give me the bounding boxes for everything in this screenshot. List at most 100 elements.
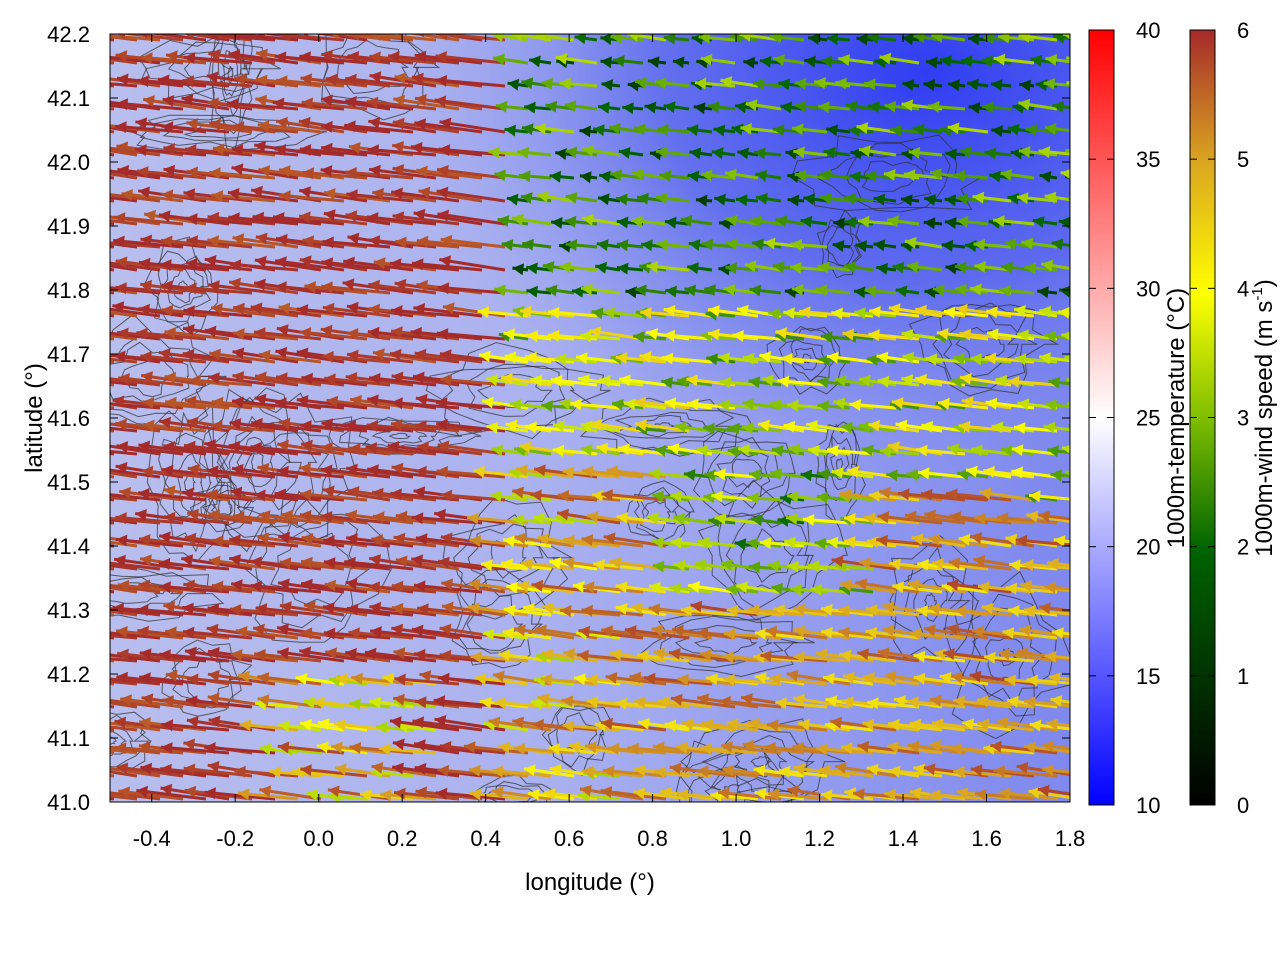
wind-vector-head bbox=[369, 372, 381, 385]
wind-vector-shaft bbox=[162, 97, 230, 111]
wind-vector-head bbox=[535, 624, 547, 637]
wind-vector-head bbox=[347, 232, 360, 245]
wind-vector-head bbox=[235, 626, 248, 638]
wind-vector-head bbox=[141, 34, 148, 39]
wind-vector-head bbox=[904, 510, 917, 523]
wind-vector-head bbox=[477, 306, 490, 319]
x-tick-label: 1.0 bbox=[721, 826, 752, 851]
wind-vector-head bbox=[414, 50, 427, 63]
wind-vector-head bbox=[912, 123, 925, 136]
wind-vector-head bbox=[365, 442, 377, 455]
wind-vector-head bbox=[160, 259, 172, 271]
wind-vector-head bbox=[230, 649, 243, 662]
wind-vector-head bbox=[747, 492, 759, 505]
wind-vector-head bbox=[495, 100, 508, 113]
wind-vector-head bbox=[973, 238, 985, 251]
wind-vector-head bbox=[723, 628, 736, 641]
wind-vector-head bbox=[563, 534, 575, 547]
wind-vector-head bbox=[321, 49, 333, 62]
wind-vector-head bbox=[441, 601, 454, 614]
wind-vector-shaft bbox=[113, 215, 184, 226]
wind-vector-head bbox=[1071, 491, 1083, 503]
wind-vector-head bbox=[760, 650, 772, 663]
wind-vector-head bbox=[1053, 34, 1065, 44]
wind-vector-head bbox=[299, 51, 311, 64]
wind-vector-shaft bbox=[158, 351, 230, 364]
wind-vector-head bbox=[751, 514, 763, 527]
wind-vector-head bbox=[186, 235, 199, 248]
wind-vector-head bbox=[544, 787, 556, 800]
wind-vector-head bbox=[186, 715, 199, 728]
wind-vector-head bbox=[229, 34, 240, 41]
wind-vector-head bbox=[486, 374, 499, 386]
wind-vector-head bbox=[349, 698, 361, 711]
wind-vector-head bbox=[867, 101, 880, 114]
wind-vector-head bbox=[1001, 261, 1013, 274]
wind-vector-head bbox=[139, 648, 152, 661]
wind-vector-head bbox=[182, 348, 195, 361]
wind-vector-head bbox=[413, 371, 425, 384]
wind-vector-head bbox=[615, 352, 628, 365]
wind-vector-head bbox=[700, 169, 713, 182]
wind-vector-head bbox=[186, 213, 198, 226]
wind-vector-head bbox=[90, 439, 102, 451]
wind-vector-head bbox=[1000, 168, 1013, 181]
wind-vector-head bbox=[1051, 238, 1064, 251]
wind-vector-head bbox=[482, 396, 494, 409]
contour-line bbox=[701, 726, 817, 795]
wind-vector-head bbox=[938, 397, 950, 410]
wind-vector-head bbox=[525, 351, 537, 364]
wind-vector-shaft bbox=[390, 308, 460, 318]
wind-vector-shaft bbox=[990, 743, 1058, 755]
wind-vector-head bbox=[844, 216, 857, 229]
wind-vector-head bbox=[904, 236, 917, 249]
wind-vector-head bbox=[687, 398, 699, 411]
wind-vector-head bbox=[665, 285, 677, 298]
wind-vector-head bbox=[181, 93, 194, 106]
wind-vector-head bbox=[698, 34, 711, 44]
wind-vector-head bbox=[947, 579, 959, 591]
wind-vector-head bbox=[830, 716, 842, 729]
wind-vector-head bbox=[414, 348, 427, 361]
wind-vector-head bbox=[207, 761, 220, 773]
wind-vector-head bbox=[770, 468, 782, 480]
wind-vector-head bbox=[302, 235, 315, 248]
wind-vector-head bbox=[299, 327, 312, 339]
wind-vector-head bbox=[1044, 123, 1057, 135]
wind-vector-head bbox=[909, 787, 922, 799]
wind-vector-head bbox=[591, 307, 604, 320]
wind-vector-head bbox=[115, 418, 127, 431]
wind-vector-head bbox=[998, 787, 1011, 800]
wind-vector-head bbox=[498, 649, 511, 662]
wind-vector-head bbox=[436, 186, 449, 199]
wind-vector-head bbox=[301, 97, 314, 110]
wind-vector-head bbox=[517, 146, 529, 159]
wind-vector-head bbox=[1026, 510, 1039, 523]
wind-vector-head bbox=[817, 261, 830, 274]
wind-vector-head bbox=[138, 740, 151, 753]
wind-vector-head bbox=[993, 53, 1006, 66]
wind-vector-head bbox=[208, 372, 220, 385]
wind-vector-head bbox=[752, 238, 764, 251]
wind-vector-head bbox=[94, 488, 106, 500]
wind-vector-head bbox=[744, 260, 757, 273]
wind-vector-head bbox=[582, 765, 594, 778]
wind-vector-head bbox=[411, 512, 424, 525]
wind-vector-shaft bbox=[435, 78, 506, 88]
wind-vector-head bbox=[884, 670, 897, 683]
wind-vector-head bbox=[71, 578, 83, 590]
wind-vector-head bbox=[839, 488, 852, 501]
wind-vector-head bbox=[728, 422, 740, 435]
wind-vector-head bbox=[121, 189, 133, 201]
wind-vector-head bbox=[186, 416, 199, 429]
wind-vector-head bbox=[1028, 786, 1041, 799]
wind-vector-shaft bbox=[391, 584, 460, 594]
wind-vector-head bbox=[676, 788, 689, 801]
wind-vector-shaft bbox=[110, 721, 161, 732]
wind-vector-head bbox=[641, 239, 653, 252]
wind-vector-head bbox=[784, 536, 796, 549]
wind-vector-shaft bbox=[161, 308, 230, 318]
wind-vector-head bbox=[616, 512, 629, 524]
wind-vector-head bbox=[163, 511, 176, 524]
wind-vector-shaft bbox=[110, 288, 138, 295]
